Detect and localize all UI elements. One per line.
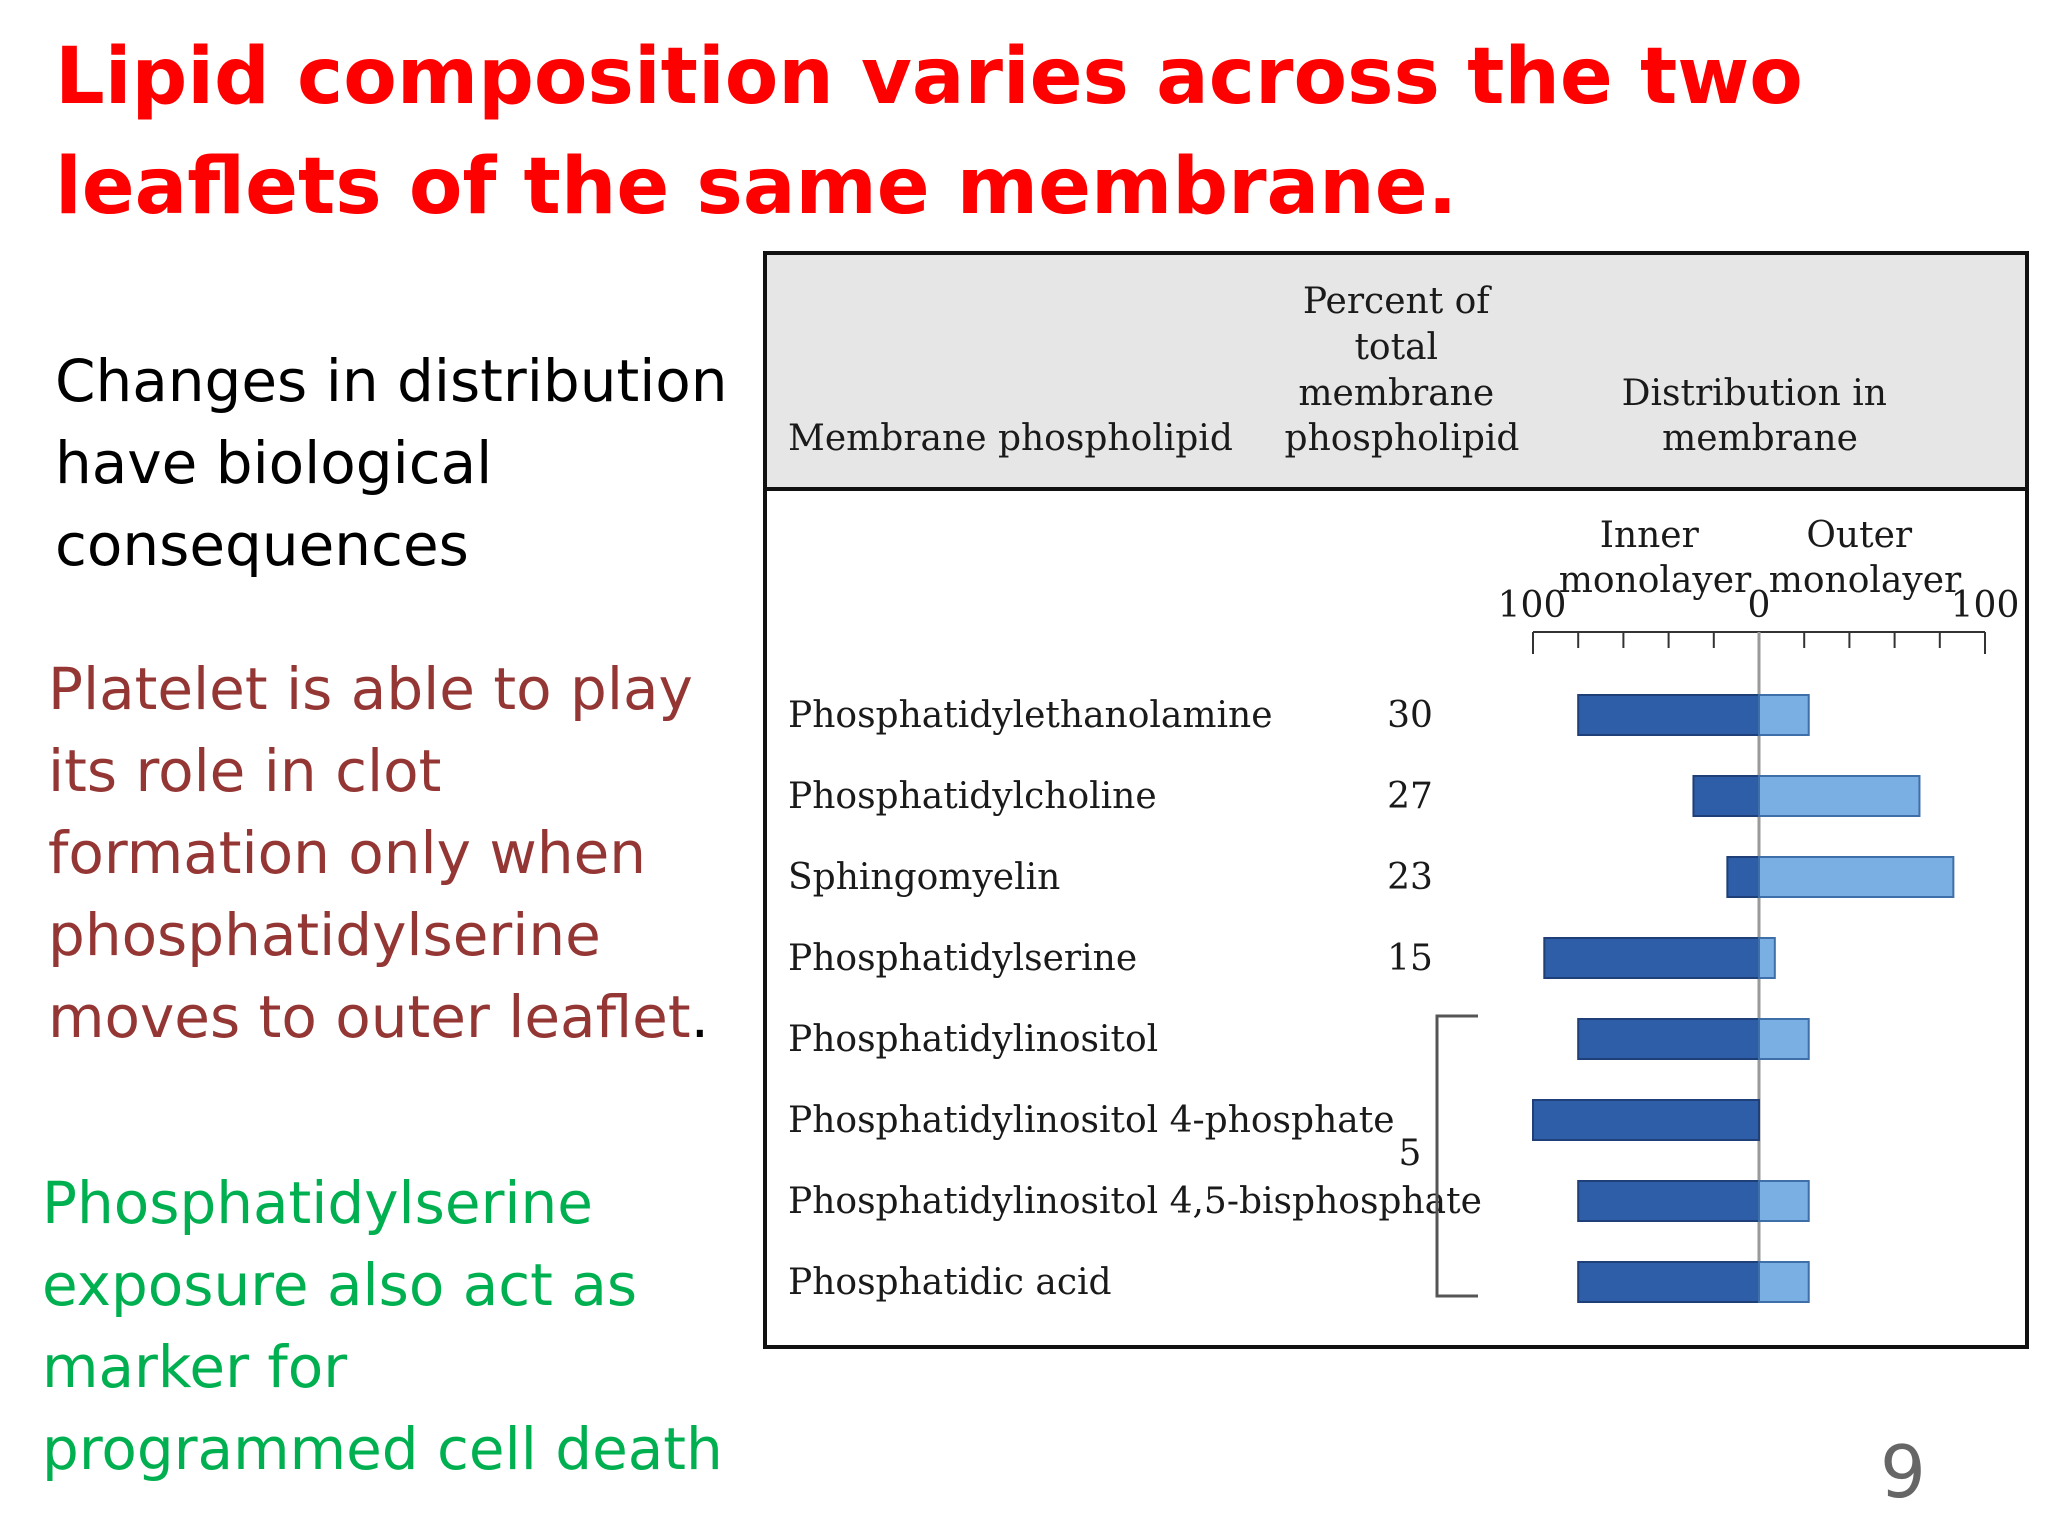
inner-monolayer-bar [1577,694,1760,736]
platelet-clot-text-body: Platelet is able to play its role in clo… [48,655,693,1051]
table-row: Phosphatidylinositol [788,1018,1810,1060]
header-distribution-line-1: Distribution in [1622,373,1887,414]
inner-monolayer-bar [1692,775,1760,817]
percent-value: 15 [1387,938,1433,979]
tick-label-right: 100 [1951,585,2020,626]
header-percent: Percent of total membrane phospholipid [1285,281,1520,459]
outer-monolayer-bar [1758,1180,1810,1222]
phospholipid-name: Sphingomyelin [788,857,1060,898]
table-row: Phosphatidylethanolamine 30 [788,694,1810,736]
inner-monolayer-bar [1577,1180,1760,1222]
table-row: Sphingomyelin 23 [788,856,1955,898]
percent-value: 27 [1387,776,1433,817]
outer-monolayer-label: Outer monolayer [1769,515,1962,601]
header-percent-line-2: total [1354,327,1438,368]
percent-value: 23 [1387,857,1433,898]
table-row: Phosphatidylinositol 4-phosphate [788,1099,1760,1141]
outer-monolayer-bar [1758,937,1776,979]
platelet-clot-text: Platelet is able to play its role in clo… [48,648,728,1058]
outer-monolayer-bar [1758,856,1955,898]
phospholipid-name: Phosphatidylcholine [788,776,1157,817]
outer-monolayer-bar [1758,694,1810,736]
outer-monolayer-bar [1758,1018,1810,1060]
phospholipid-name: Phosphatidylinositol 4-phosphate [788,1100,1395,1141]
distribution-consequences-text: Changes in distribution have biological … [55,347,728,579]
inner-monolayer-bar [1532,1099,1760,1141]
header-percent-line-4: phospholipid [1285,418,1520,459]
group-percent-value: 5 [1399,1133,1422,1174]
page-number: 9 [1880,1430,1926,1514]
inner-monolayer-line-1: Inner [1600,515,1700,556]
phospholipid-name: Phosphatidylinositol [788,1019,1158,1060]
table-rows: Phosphatidylethanolamine 30 Phosphatidylch… [788,694,1955,1303]
phospholipid-name: Phosphatidylserine [788,938,1137,979]
outer-monolayer-line-2: monolayer [1769,560,1962,601]
phospholipid-name: Phosphatidylethanolamine [788,695,1273,736]
header-distribution-line-2: membrane [1662,418,1858,459]
inner-monolayer-bar [1577,1018,1760,1060]
header-percent-line-3: membrane [1298,373,1494,414]
table-header-background [765,253,2027,489]
outer-monolayer-line-1: Outer [1806,515,1912,556]
table-row: Phosphatidylinositol 4,5-bisphosphate [788,1180,1810,1222]
inner-monolayer-line-2: monolayer [1559,560,1752,601]
outer-monolayer-bar [1758,1261,1810,1303]
inner-monolayer-label: Inner monolayer [1559,515,1752,601]
inner-monolayer-bar [1543,937,1761,979]
platelet-clot-period: . [690,983,709,1051]
table-row: Phosphatidylcholine 27 [788,775,1921,817]
percent-value: 30 [1387,695,1433,736]
outer-monolayer-bar [1758,775,1921,817]
inner-monolayer-bar [1577,1261,1760,1303]
table-row: Phosphatidic acid [788,1261,1810,1303]
phospholipid-name: Phosphatidic acid [788,1262,1112,1303]
group-bracket [1435,1014,1478,1298]
phospholipid-name: Phosphatidylinositol 4,5-bisphosphate [788,1181,1482,1222]
header-percent-line-1: Percent of [1303,281,1492,322]
tick-label-center: 0 [1748,585,1771,626]
header-distribution: Distribution in membrane [1622,373,1899,459]
table-frame [763,251,2029,1349]
cell-death-marker-text: Phosphatidylserine exposure also act as … [42,1169,723,1483]
slide-title: Lipid composition varies across the two … [55,32,1803,232]
inner-monolayer-bar [1726,856,1760,898]
table-row: Phosphatidylserine 15 [788,937,1776,979]
tick-label-left: 100 [1498,585,1567,626]
header-membrane-phospholipid: Membrane phospholipid [788,418,1233,459]
